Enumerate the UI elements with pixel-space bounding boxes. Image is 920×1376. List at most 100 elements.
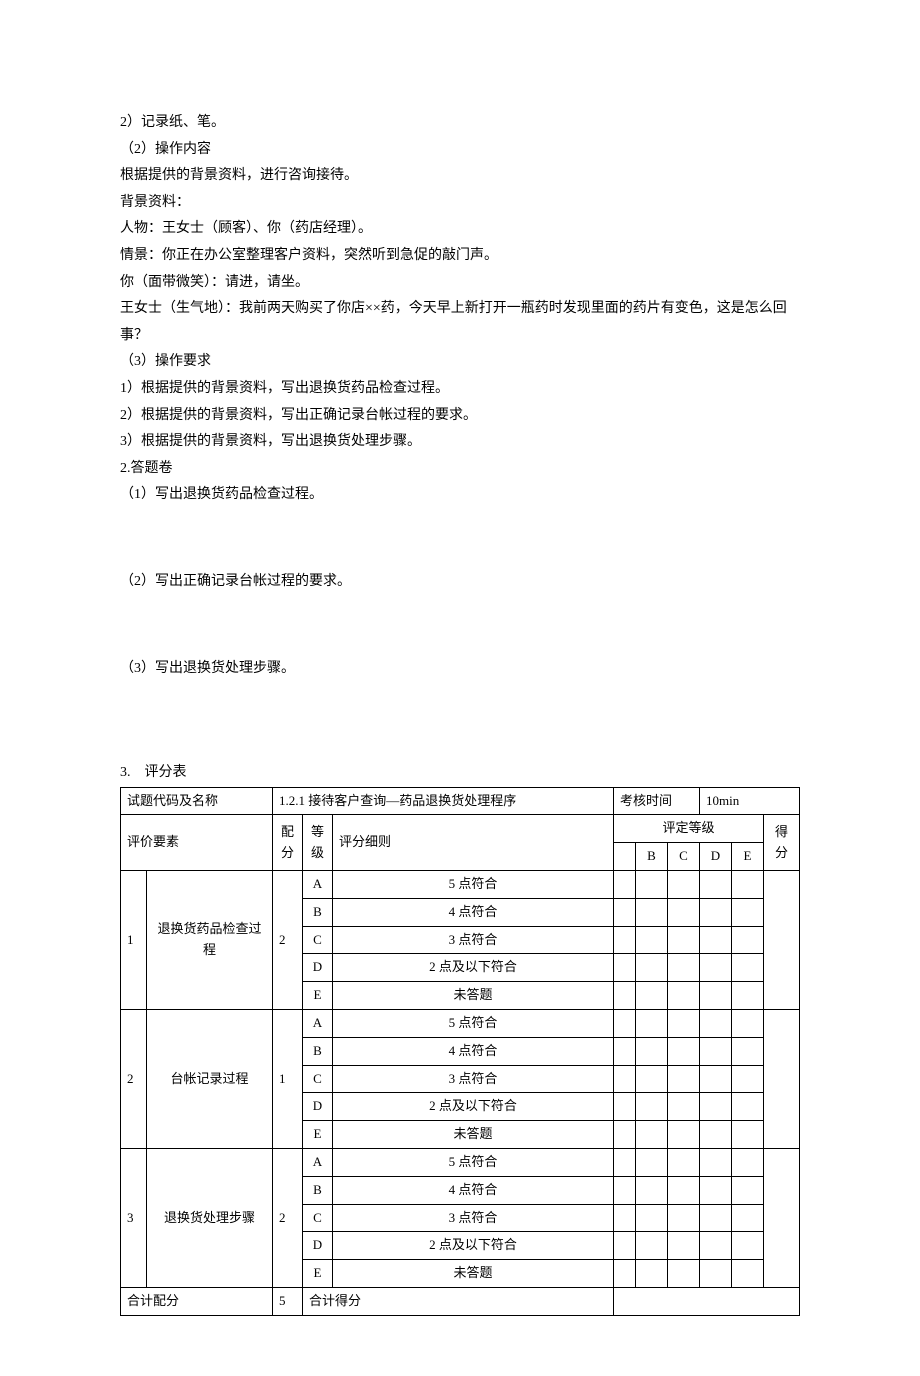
rating-cell bbox=[614, 954, 636, 982]
rating-cell bbox=[636, 926, 668, 954]
rating-cell bbox=[668, 1121, 700, 1149]
rating-cell bbox=[614, 1232, 636, 1260]
rating-cell bbox=[668, 871, 700, 899]
section-num: 2 bbox=[121, 1010, 147, 1149]
detail-cell: 3 点符合 bbox=[333, 926, 614, 954]
rating-E: E bbox=[732, 843, 764, 871]
score-table: 试题代码及名称 1.2.1 接待客户查询—药品退换货处理程序 考核时间 10mi… bbox=[120, 787, 800, 1316]
line: 情景：你正在办公室整理客户资料，突然听到急促的敲门声。 bbox=[120, 243, 800, 270]
detail-cell: 3 点符合 bbox=[333, 1065, 614, 1093]
rating-cell bbox=[700, 1232, 732, 1260]
rating-cell bbox=[614, 982, 636, 1010]
rating-B: B bbox=[636, 843, 668, 871]
rating-cell bbox=[614, 1204, 636, 1232]
table-row: 1 退换货药品检查过程 2 A 5 点符合 bbox=[121, 871, 800, 899]
rating-cell bbox=[700, 1121, 732, 1149]
time-value: 10min bbox=[700, 787, 800, 815]
score-cell bbox=[764, 1010, 800, 1149]
line: 1）根据提供的背景资料，写出退换货药品检查过程。 bbox=[120, 376, 800, 403]
section-pei: 2 bbox=[273, 1149, 303, 1288]
rating-cell bbox=[732, 1149, 764, 1177]
rating-cell bbox=[700, 898, 732, 926]
section-num: 1 bbox=[121, 871, 147, 1010]
rating-cell bbox=[700, 1149, 732, 1177]
rating-cell bbox=[700, 982, 732, 1010]
rating-cell bbox=[636, 954, 668, 982]
rating-cell bbox=[732, 898, 764, 926]
code-value: 1.2.1 接待客户查询—药品退换货处理程序 bbox=[273, 787, 614, 815]
grade-cell: C bbox=[303, 926, 333, 954]
rating-cell bbox=[614, 1065, 636, 1093]
line: （2）操作内容 bbox=[120, 137, 800, 164]
rating-cell bbox=[700, 954, 732, 982]
rating-cell bbox=[668, 1065, 700, 1093]
col-pei: 配分 bbox=[273, 815, 303, 871]
rating-cell bbox=[732, 1204, 764, 1232]
detail-cell: 4 点符合 bbox=[333, 1037, 614, 1065]
rating-cell bbox=[636, 1176, 668, 1204]
grade-cell: A bbox=[303, 1149, 333, 1177]
rating-cell bbox=[700, 1204, 732, 1232]
total-pei-label: 合计配分 bbox=[121, 1288, 273, 1316]
rating-cell bbox=[636, 1204, 668, 1232]
line: 你（面带微笑）：请进，请坐。 bbox=[120, 270, 800, 297]
rating-cell bbox=[614, 1260, 636, 1288]
rating-cell bbox=[636, 1037, 668, 1065]
grade-cell: B bbox=[303, 1176, 333, 1204]
rating-cell bbox=[668, 982, 700, 1010]
grade-cell: D bbox=[303, 1093, 333, 1121]
rating-cell bbox=[668, 926, 700, 954]
rating-cell bbox=[614, 926, 636, 954]
line: 2）根据提供的背景资料，写出正确记录台帐过程的要求。 bbox=[120, 403, 800, 430]
rating-cell bbox=[614, 1010, 636, 1038]
grade-cell: E bbox=[303, 1260, 333, 1288]
rating-cell bbox=[732, 1093, 764, 1121]
grade-cell: C bbox=[303, 1204, 333, 1232]
score-cell bbox=[764, 871, 800, 1010]
table-row: 试题代码及名称 1.2.1 接待客户查询—药品退换货处理程序 考核时间 10mi… bbox=[121, 787, 800, 815]
rating-blank bbox=[614, 843, 636, 871]
rating-cell bbox=[636, 1065, 668, 1093]
grade-cell: A bbox=[303, 1010, 333, 1038]
grade-cell: E bbox=[303, 1121, 333, 1149]
rating-cell bbox=[636, 871, 668, 899]
table-row: 评价要素 配分 等级 评分细则 评定等级 得分 bbox=[121, 815, 800, 843]
rating-cell bbox=[668, 1149, 700, 1177]
rating-cell bbox=[732, 1010, 764, 1038]
code-label: 试题代码及名称 bbox=[121, 787, 273, 815]
line: 2.答题卷 bbox=[120, 456, 800, 483]
rating-cell bbox=[700, 1176, 732, 1204]
line: 背景资料： bbox=[120, 190, 800, 217]
rating-cell bbox=[668, 1037, 700, 1065]
detail-cell: 3 点符合 bbox=[333, 1204, 614, 1232]
detail-cell: 4 点符合 bbox=[333, 1176, 614, 1204]
rating-cell bbox=[614, 1121, 636, 1149]
detail-cell: 2 点及以下符合 bbox=[333, 954, 614, 982]
rating-cell bbox=[700, 871, 732, 899]
detail-cell: 5 点符合 bbox=[333, 871, 614, 899]
rating-cell bbox=[614, 1149, 636, 1177]
rating-cell bbox=[614, 898, 636, 926]
rating-cell bbox=[636, 982, 668, 1010]
grade-cell: D bbox=[303, 1232, 333, 1260]
rating-cell bbox=[700, 1093, 732, 1121]
rating-cell bbox=[668, 1204, 700, 1232]
rating-cell bbox=[636, 1121, 668, 1149]
rating-cell bbox=[668, 1232, 700, 1260]
rating-cell bbox=[732, 982, 764, 1010]
total-score-label: 合计得分 bbox=[303, 1288, 614, 1316]
line: （3）操作要求 bbox=[120, 349, 800, 376]
table-row: 3 退换货处理步骤 2 A 5 点符合 bbox=[121, 1149, 800, 1177]
grade-cell: D bbox=[303, 954, 333, 982]
line: 人物：王女士（顾客）、你（药店经理）。 bbox=[120, 216, 800, 243]
col-detail: 评分细则 bbox=[333, 815, 614, 871]
rating-cell bbox=[668, 1093, 700, 1121]
rating-cell bbox=[636, 1260, 668, 1288]
rating-cell bbox=[668, 1176, 700, 1204]
rating-cell bbox=[668, 898, 700, 926]
line: 王女士（生气地）：我前两天购买了你店××药，今天早上新打开一瓶药时发现里面的药片… bbox=[120, 296, 800, 349]
line: （1）写出退换货药品检查过程。 bbox=[120, 482, 800, 509]
time-label: 考核时间 bbox=[614, 787, 700, 815]
detail-cell: 4 点符合 bbox=[333, 898, 614, 926]
rating-cell bbox=[700, 1065, 732, 1093]
